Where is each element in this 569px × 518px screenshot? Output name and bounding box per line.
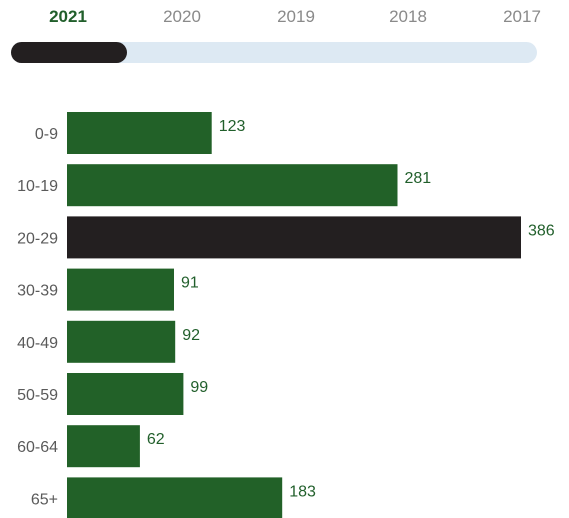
category-label-60-64: 60-64 (17, 439, 58, 456)
bar-50-59[interactable] (67, 373, 184, 415)
year-slider-track[interactable] (11, 42, 537, 63)
value-label-60-64: 62 (147, 431, 165, 448)
year-tabs: 2021 2020 2019 2018 2017 (0, 0, 569, 36)
value-label-30-39: 91 (181, 275, 199, 292)
value-label-10-19: 281 (405, 170, 432, 187)
tab-year-2018[interactable]: 2018 (389, 7, 427, 26)
tab-year-2021[interactable]: 2021 (49, 7, 87, 26)
category-label-65plus: 65+ (31, 491, 58, 508)
value-label-0-9: 123 (219, 118, 246, 135)
category-label-20-29: 20-29 (17, 230, 58, 247)
category-label-30-39: 30-39 (17, 283, 58, 300)
bar-20-29[interactable] (67, 216, 521, 259)
category-label-0-9: 0-9 (35, 126, 58, 143)
bar-40-49[interactable] (67, 320, 176, 363)
category-label-50-59: 50-59 (17, 387, 58, 404)
category-label-10-19: 10-19 (17, 178, 58, 195)
tab-year-2019[interactable]: 2019 (277, 7, 315, 26)
year-slider-thumb[interactable] (11, 42, 127, 63)
bar-60-64[interactable] (67, 425, 140, 468)
value-label-40-49: 92 (182, 327, 200, 344)
category-label-40-49: 40-49 (17, 335, 58, 352)
bar-65plus[interactable] (67, 477, 283, 518)
value-label-20-29: 386 (528, 222, 555, 239)
tab-year-2017[interactable]: 2017 (503, 7, 541, 26)
value-label-65plus: 183 (289, 483, 316, 500)
value-label-50-59: 99 (190, 379, 208, 396)
bar-30-39[interactable] (67, 268, 174, 311)
bar-0-9[interactable] (67, 112, 212, 154)
bar-10-19[interactable] (67, 164, 398, 207)
tab-year-2020[interactable]: 2020 (163, 7, 201, 26)
